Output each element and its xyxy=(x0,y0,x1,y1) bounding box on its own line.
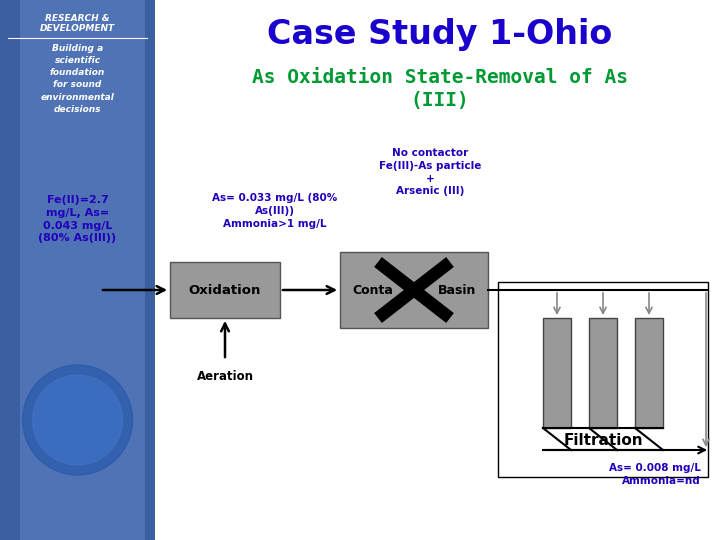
Text: Fe(II)=2.7
mg/L, As=
0.043 mg/L
(80% As(III)): Fe(II)=2.7 mg/L, As= 0.043 mg/L (80% As(… xyxy=(38,195,117,244)
Text: Basin: Basin xyxy=(438,284,476,296)
Bar xyxy=(340,252,488,328)
Text: As= 0.008 mg/L
Ammonia=nd: As= 0.008 mg/L Ammonia=nd xyxy=(609,463,701,486)
Text: Aeration: Aeration xyxy=(197,370,253,383)
Polygon shape xyxy=(20,0,145,540)
Text: Conta: Conta xyxy=(352,284,393,296)
Bar xyxy=(543,318,571,428)
Text: No contactor
Fe(III)-As particle
+
Arsenic (III): No contactor Fe(III)-As particle + Arsen… xyxy=(379,148,481,197)
Bar xyxy=(635,318,663,428)
Circle shape xyxy=(32,375,122,465)
Text: Filtration: Filtration xyxy=(563,433,643,448)
Bar xyxy=(589,318,617,428)
Polygon shape xyxy=(0,0,155,540)
Text: RESEARCH &
DEVELOPMENT: RESEARCH & DEVELOPMENT xyxy=(40,14,115,33)
Circle shape xyxy=(22,365,132,475)
Text: As= 0.033 mg/L (80%
As(III))
Ammonia>1 mg/L: As= 0.033 mg/L (80% As(III)) Ammonia>1 m… xyxy=(212,193,338,228)
Text: As Oxidation State-Removal of As
(III): As Oxidation State-Removal of As (III) xyxy=(252,68,628,110)
Text: Case Study 1-Ohio: Case Study 1-Ohio xyxy=(267,18,613,51)
Bar xyxy=(498,282,708,477)
Text: Oxidation: Oxidation xyxy=(189,284,261,296)
Text: Building a
scientific
foundation
for sound
environmental
decisions: Building a scientific foundation for sou… xyxy=(40,44,114,114)
Bar xyxy=(170,262,280,318)
